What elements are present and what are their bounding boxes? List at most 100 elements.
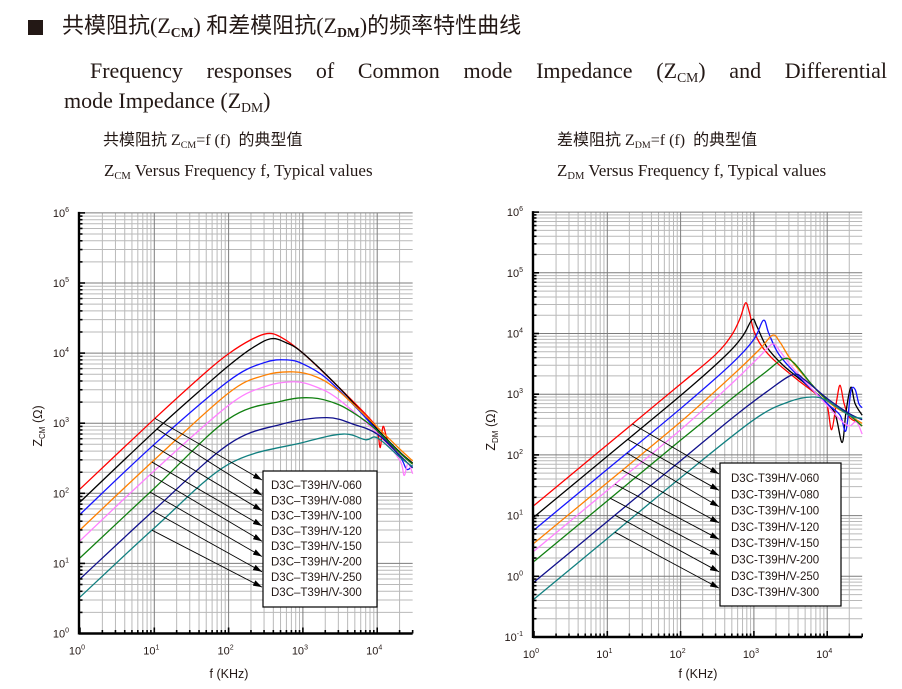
y-tick-label: 105 xyxy=(53,277,69,290)
legend-arrow xyxy=(149,474,263,542)
y-axis-label-subscript: CM xyxy=(38,426,47,439)
x-axis-label: f (KHz) xyxy=(679,667,718,681)
tick-exponent: 0 xyxy=(81,645,85,652)
y-tick-label: 103 xyxy=(507,388,523,401)
series-line xyxy=(79,433,414,598)
y-axis-label: ZDM (Ω) xyxy=(484,409,500,450)
legend-arrow xyxy=(152,510,263,573)
tick-exponent: 4 xyxy=(828,648,832,655)
legend-item: D3C–T39H/V-300 xyxy=(271,587,362,599)
black-square-bullet-icon xyxy=(28,20,43,35)
tick-exponent: 2 xyxy=(230,645,234,652)
legend-item: D3C-T39H/V-250 xyxy=(731,571,819,583)
series-line xyxy=(533,396,863,600)
intro-text-2b: ) xyxy=(263,88,271,113)
dm-title-cn-b: =f (f) 的典型值 xyxy=(650,132,758,149)
title-subscript-dm: DM xyxy=(337,24,360,40)
dm-title-en-sub: DM xyxy=(567,170,585,182)
x-tick-label: 102 xyxy=(218,645,234,658)
series-line xyxy=(79,397,414,559)
tick-exponent: -1 xyxy=(517,631,523,638)
tick-exponent: 1 xyxy=(519,510,523,517)
cm-chart-title-cn: 共模阻抗 ZCM=f (f) 的典型值 xyxy=(103,131,303,156)
legend-item: D3C–T39H/V-250 xyxy=(271,572,362,584)
y-tick-label: 103 xyxy=(53,417,69,430)
intro-subscript-cm: CM xyxy=(677,69,699,85)
series-line xyxy=(533,373,863,583)
cm-chart-title-en: ZCM Versus Frequency f, Typical values xyxy=(104,161,373,187)
legend-box xyxy=(262,470,378,608)
tick-exponent: 2 xyxy=(519,449,523,456)
x-tick-label: 104 xyxy=(816,648,832,661)
series-line xyxy=(533,318,863,518)
x-tick-label: 103 xyxy=(292,645,308,658)
dm-title-cn-sub: DM xyxy=(634,139,651,151)
legend-item: D3C–T39H/V-060 xyxy=(271,480,362,492)
legend-arrow xyxy=(152,445,263,511)
y-tick-label: 100 xyxy=(53,628,69,641)
series-line xyxy=(533,319,863,531)
series-line xyxy=(79,371,414,531)
series-line xyxy=(79,416,414,580)
legend-arrow xyxy=(614,483,720,540)
legend-item: D3C–T39H/V-080 xyxy=(271,495,362,507)
intro-text-2a: mode Impedance (Z xyxy=(64,88,242,113)
intro-subscript-dm: DM xyxy=(241,99,264,115)
x-tick-label: 101 xyxy=(596,648,612,661)
tick-exponent: 1 xyxy=(608,648,612,655)
title-text-3: )的频率特性曲线 xyxy=(359,13,522,38)
cm-title-cn-b: =f (f) 的典型值 xyxy=(196,132,303,149)
y-tick-label: 10-1 xyxy=(505,631,524,644)
legend-item: D3C-T39H/V-200 xyxy=(731,555,819,567)
cm-title-cn-a: 共模阻抗 Z xyxy=(103,132,181,149)
x-tick-label: 102 xyxy=(670,648,686,661)
grid-minor xyxy=(534,212,863,637)
legend-box xyxy=(719,462,842,607)
legend-arrow xyxy=(614,531,720,589)
legend-arrow xyxy=(156,428,263,496)
legend-item: D3C-T39H/V-100 xyxy=(731,506,819,518)
legend-arrow xyxy=(154,417,263,481)
legend-arrow xyxy=(149,491,263,557)
legend-arrow xyxy=(627,438,720,491)
legend-item: D3C–T39H/V-200 xyxy=(271,557,362,569)
title-text-2: ) 和差模阻抗(Z xyxy=(193,13,338,38)
series-line xyxy=(79,381,414,542)
legend-item: D3C–T39H/V-120 xyxy=(271,526,362,538)
y-tick-label: 102 xyxy=(53,487,69,500)
cm-title-cn-sub: CM xyxy=(180,139,197,151)
title-subscript-cm: CM xyxy=(170,24,194,40)
y-tick-label: 106 xyxy=(53,207,69,220)
legend-arrow xyxy=(614,514,720,573)
y-tick-label: 106 xyxy=(507,206,523,219)
tick-exponent: 3 xyxy=(65,417,69,424)
legend-arrow xyxy=(632,423,720,475)
y-axis-label: ZCM (Ω) xyxy=(31,405,47,446)
legend-item: D3C-T39H/V-150 xyxy=(731,538,819,550)
legend-item: D3C-T39H/V-080 xyxy=(731,489,819,501)
tick-exponent: 6 xyxy=(65,207,69,214)
legend-arrow xyxy=(151,461,263,527)
cm-title-en-sub: CM xyxy=(114,170,131,182)
tick-exponent: 4 xyxy=(519,328,523,335)
tick-exponent: 6 xyxy=(519,206,523,213)
legend-item: D3C-T39H/V-300 xyxy=(731,587,819,599)
tick-exponent: 1 xyxy=(155,645,159,652)
dm-chart-title-cn: 差模阻抗 ZDM=f (f) 的典型值 xyxy=(557,131,757,156)
tick-exponent: 0 xyxy=(535,648,539,655)
y-axis-label-unit: (Ω) xyxy=(31,405,45,426)
legend-arrow xyxy=(151,529,263,588)
title-text-1: 共模阻抗(Z xyxy=(62,13,171,38)
legend-item: D3C–T39H/V-100 xyxy=(271,511,362,523)
x-tick-label: 103 xyxy=(743,648,759,661)
intro-line-1: Frequency responses of Common mode Imped… xyxy=(90,58,887,91)
y-tick-label: 100 xyxy=(507,570,523,583)
intro-text-1b: ) and Differential xyxy=(698,58,887,83)
dm-title-en-a: Z xyxy=(557,161,568,180)
cm-title-en-b: Versus Frequency f, Typical values xyxy=(130,161,373,180)
y-tick-label: 105 xyxy=(507,267,523,280)
series-line xyxy=(533,334,863,544)
x-tick-label: 104 xyxy=(366,645,382,658)
intro-text-1a: Frequency responses of Common mode Imped… xyxy=(90,58,678,83)
